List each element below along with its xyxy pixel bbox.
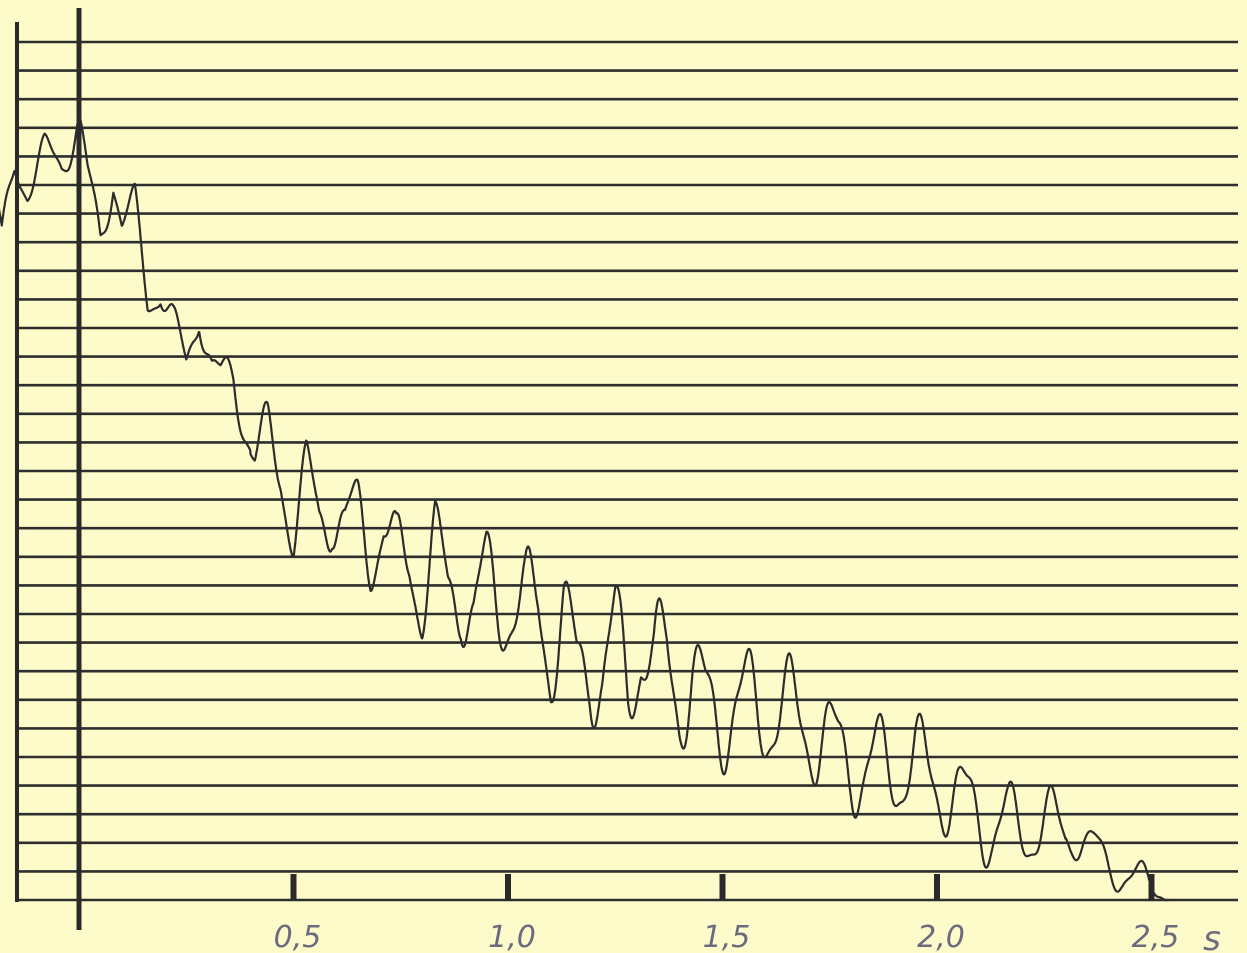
x-axis-ticks [290,874,1155,900]
x-tick-label: 1,5 [703,920,751,953]
oscillation-trace [0,113,1170,902]
x-tick-label: 2,0 [917,920,965,953]
x-tick-labels: 0,5 1,0 1,5 2,0 2,5 [274,920,1180,953]
x-tick-label: 0,5 [274,920,322,953]
x-unit-label: s [1203,919,1221,953]
horizontal-grid-lines [17,40,1238,902]
x-tick-label: 1,0 [488,920,536,953]
x-tick-label: 2,5 [1132,920,1180,953]
